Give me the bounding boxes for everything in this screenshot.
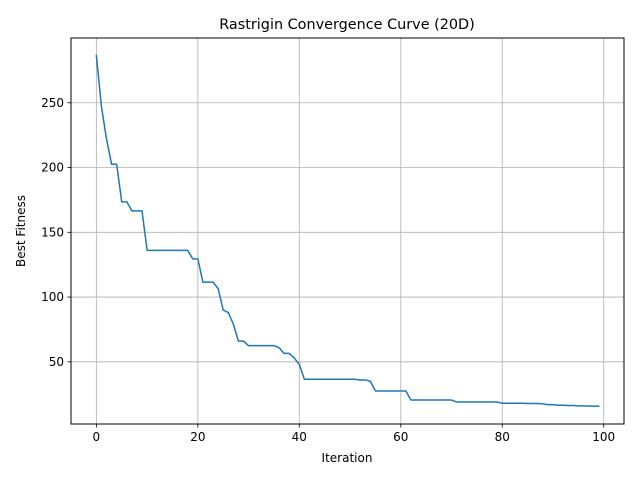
grid <box>71 38 624 424</box>
y-tick-label: 150 <box>41 225 64 239</box>
x-axis: 0 20 40 60 80 100 <box>93 424 615 444</box>
plot-frame <box>70 37 625 425</box>
series-line-best-fitness <box>95 54 600 408</box>
x-tick-label: 0 <box>93 430 101 444</box>
x-tick-label: 80 <box>495 430 510 444</box>
chart-title: Rastrigin Convergence Curve (20D) <box>219 17 475 33</box>
x-axis-label: Iteration <box>322 451 373 465</box>
x-tick-label: 60 <box>393 430 408 444</box>
x-tick-label: 20 <box>190 430 205 444</box>
y-tick-label: 100 <box>41 290 64 304</box>
y-axis: 50 100 150 200 250 <box>41 96 71 369</box>
y-tick-label: 200 <box>41 161 64 175</box>
y-axis-label: Best Fitness <box>14 195 28 267</box>
x-tick-label: 100 <box>592 430 615 444</box>
y-tick-label: 250 <box>41 96 64 110</box>
y-tick-label: 50 <box>49 355 64 369</box>
x-tick-label: 40 <box>292 430 307 444</box>
